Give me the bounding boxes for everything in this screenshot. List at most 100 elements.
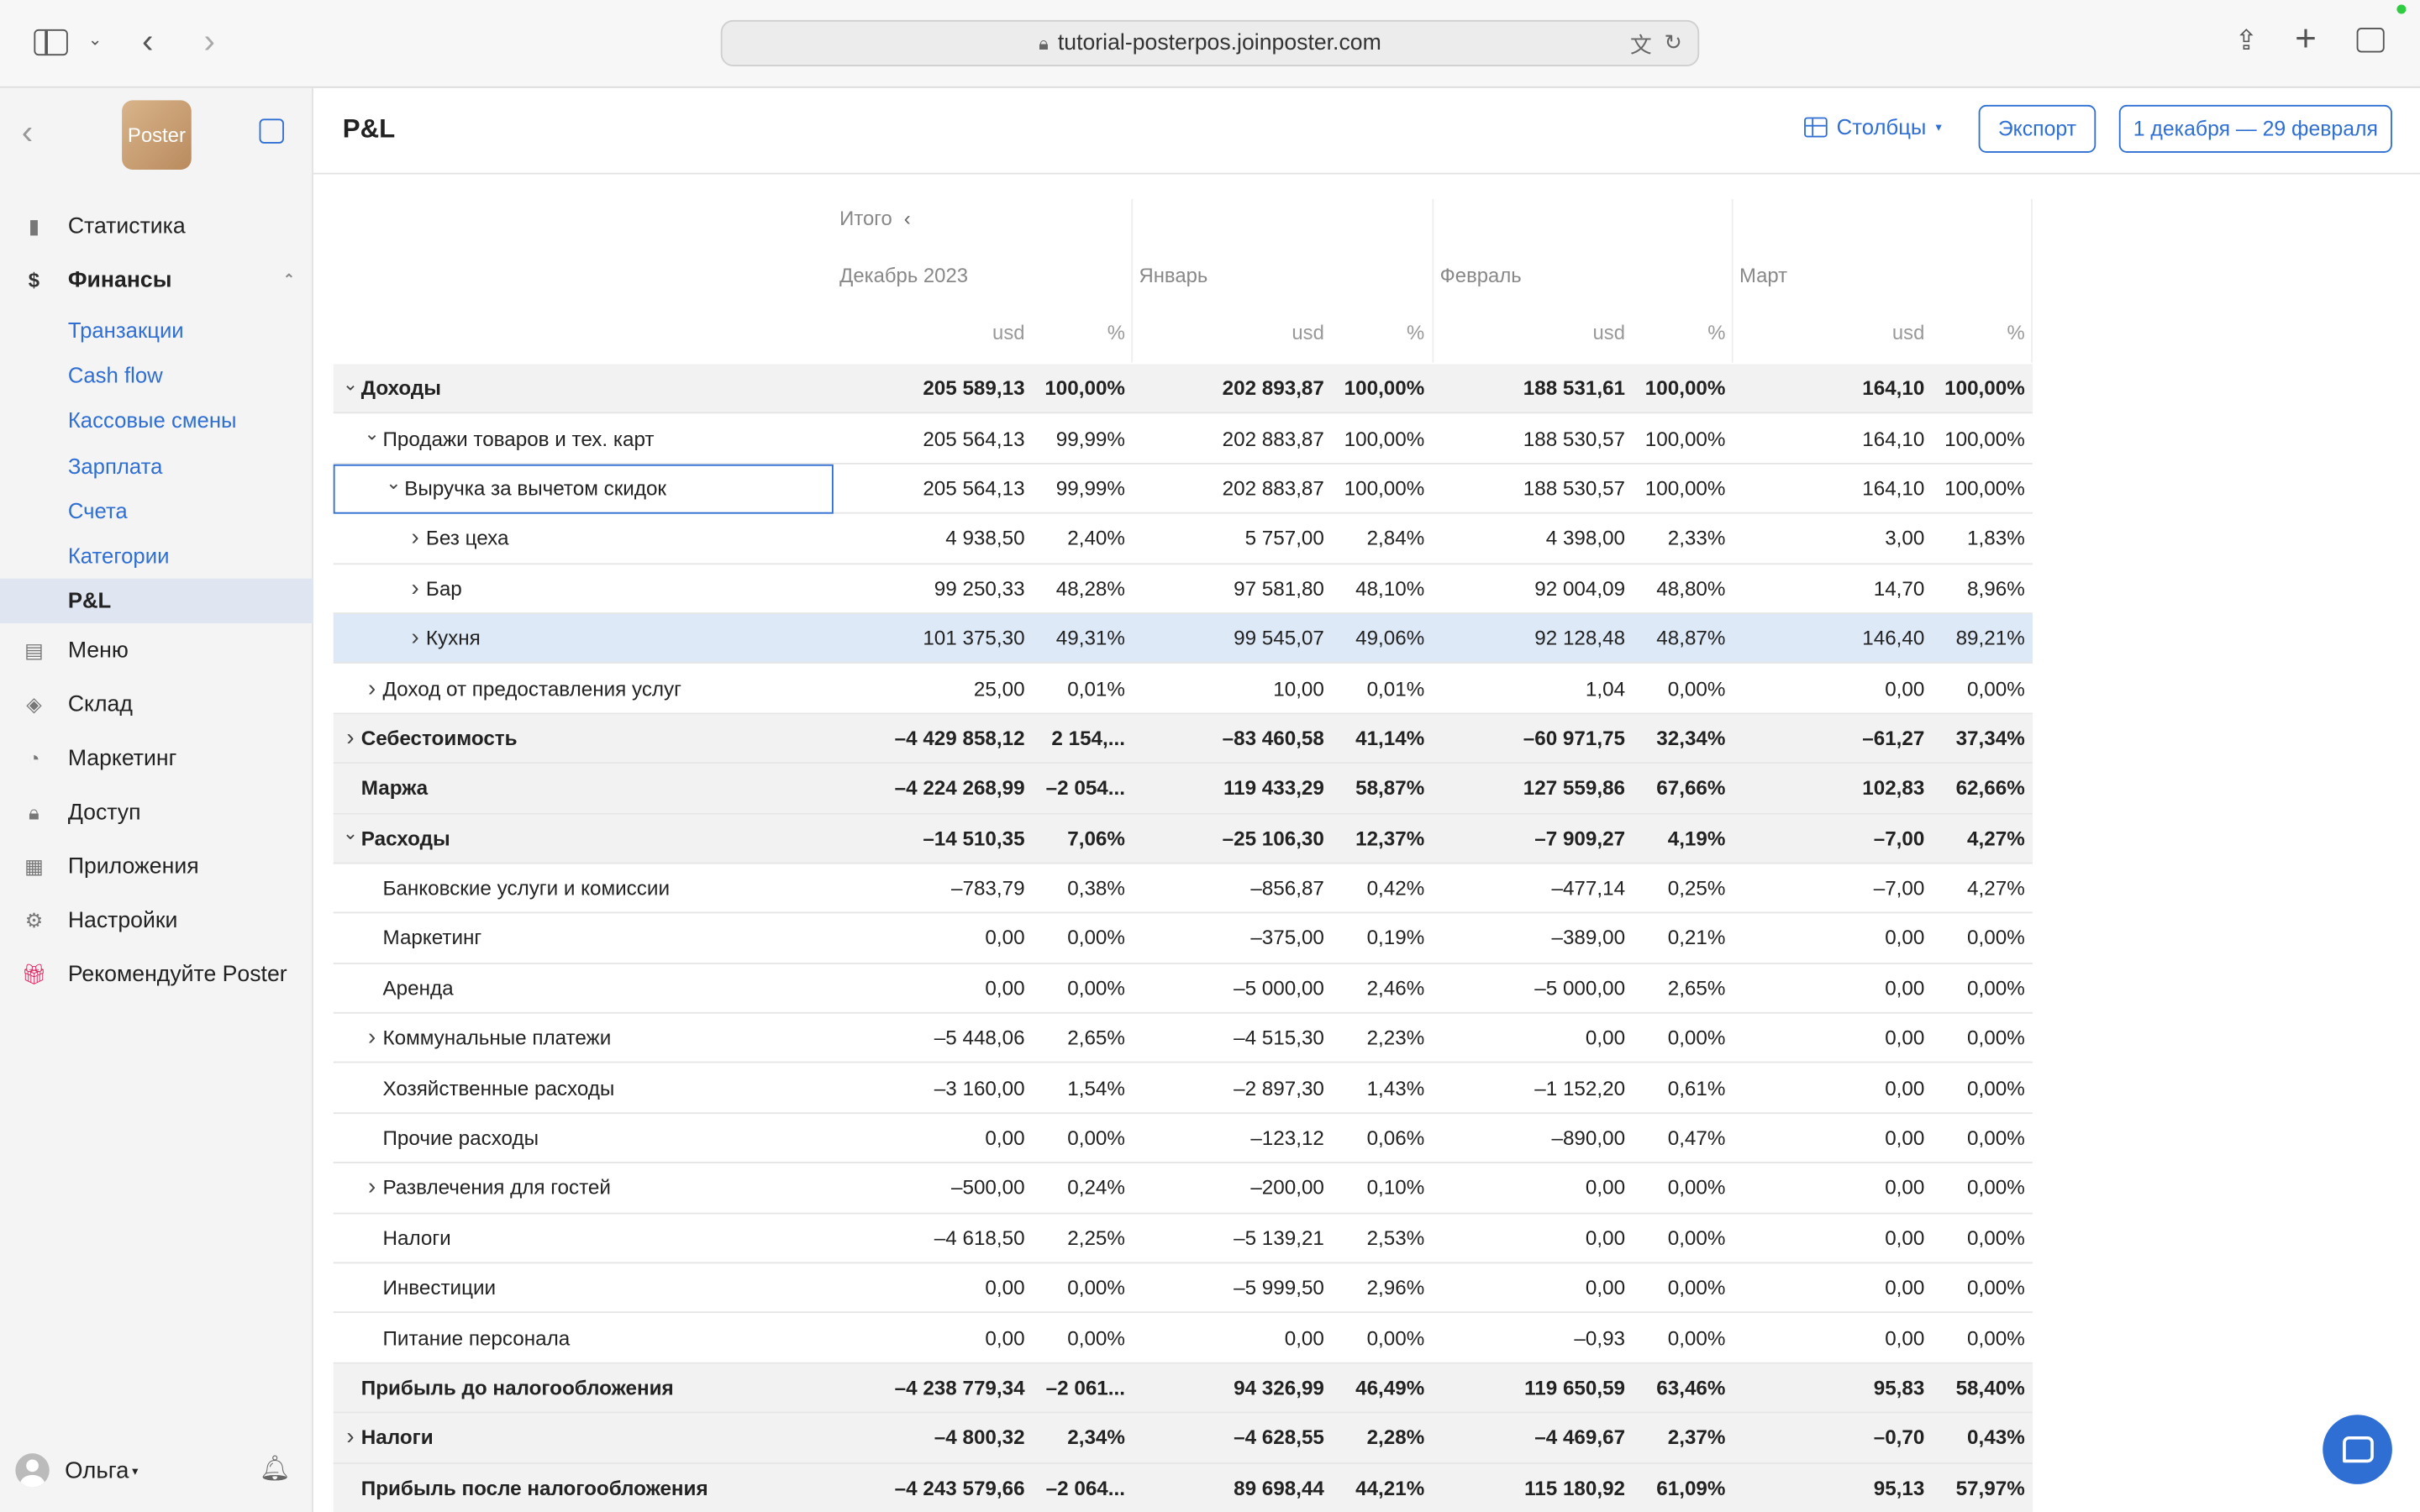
table-row[interactable]: ⌄ Выручка за вычетом скидок 205 564,13 99,9…: [333, 464, 2033, 514]
table-row[interactable]: Маржа –4 224 268,99 –2 054... 119 433,29 58,…: [333, 764, 2033, 814]
bell-icon[interactable]: 🔔︎: [259, 1456, 291, 1483]
sidebar-toggle-icon[interactable]: [34, 29, 68, 56]
row-label[interactable]: Инвестиции: [361, 1276, 497, 1299]
sidebar-item-settings[interactable]: ⚙ Настройки: [0, 894, 313, 948]
row-label[interactable]: Маржа: [339, 776, 428, 800]
sidebar-item-warehouse[interactable]: ◈ Склад: [0, 677, 313, 731]
table-row[interactable]: › Коммунальные платежи –5 448,06 2,65% –4 51…: [333, 1014, 2033, 1064]
user-menu[interactable]: Ольга ▾: [15, 1453, 139, 1488]
row-label[interactable]: › Развлечения для гостей: [361, 1175, 611, 1201]
pos-terminal-icon[interactable]: [259, 118, 284, 144]
table-row[interactable]: Прибыль после налогообложения –4 243 579,…: [333, 1463, 2033, 1512]
row-label[interactable]: › Налоги: [339, 1424, 433, 1452]
table-row[interactable]: Хозяйственные расходы –3 160,00 1,54% –2 89…: [333, 1063, 2033, 1114]
sidebar-item-marketing[interactable]: ◔ Маркетинг: [0, 732, 313, 785]
row-label[interactable]: Маркетинг: [361, 927, 482, 950]
row-label[interactable]: ⌄ Расходы: [339, 822, 450, 849]
cell-amount: 0,00: [1885, 676, 1925, 701]
table-row[interactable]: ⌄ Продажи товаров и тех. карт 205 564,13 99…: [333, 414, 2033, 465]
cell-amount: –5 448,06: [934, 1026, 1025, 1050]
translate-icon[interactable]: 文: [1630, 32, 1652, 57]
row-label[interactable]: Хозяйственные расходы: [361, 1076, 615, 1100]
row-label[interactable]: Питание персонала: [361, 1326, 571, 1350]
table-row[interactable]: Инвестиции 0,00 0,00% –5 999,50 2,96% 0,00 0,0…: [333, 1263, 2033, 1314]
sidebar-subitem-salary[interactable]: Зарплата: [67, 453, 163, 478]
chevron-down-icon[interactable]: ⌄: [342, 822, 359, 845]
chevron-left-icon: ‹: [903, 207, 911, 230]
row-label[interactable]: Налоги: [361, 1226, 451, 1250]
cell-percent: 57,97%: [1955, 1476, 2025, 1499]
chevron-right-icon[interactable]: ›: [368, 1025, 376, 1052]
export-button[interactable]: Экспорт: [1978, 104, 2096, 153]
chevron-right-icon[interactable]: ›: [411, 575, 419, 601]
row-label[interactable]: › Без цеха: [404, 525, 508, 551]
back-icon[interactable]: ‹: [141, 21, 154, 60]
sidebar-subitem-transactions[interactable]: Транзакции: [67, 317, 184, 343]
row-label[interactable]: Прочие расходы: [361, 1126, 539, 1150]
sidebar-item-menu[interactable]: ▤ Меню: [0, 623, 313, 677]
table-row[interactable]: › Доход от предоставления услуг 25,00 0,01%…: [333, 664, 2033, 714]
table-row[interactable]: ⌄ Расходы –14 510,35 7,06% –25 106,30 12,37% –…: [333, 813, 2033, 864]
table-row[interactable]: › Бар 99 250,33 48,28% 97 581,80 48,10% 92 004…: [333, 564, 2033, 614]
table-row[interactable]: › Себестоимость –4 429 858,12 2 154,... –83 …: [333, 713, 2033, 764]
table-row[interactable]: ⌄ Доходы 205 589,13 100,00% 202 893,87 100,00…: [333, 364, 2033, 414]
sidebar-item-finance[interactable]: $ Финансы ⌃: [0, 253, 313, 307]
sidebar-subitem-cashflow[interactable]: Cash flow: [67, 362, 163, 387]
row-label[interactable]: › Себестоимость: [339, 725, 517, 751]
row-label[interactable]: ⌄ Доходы: [339, 372, 441, 400]
chevron-right-icon[interactable]: ›: [346, 725, 355, 752]
chevron-down-icon[interactable]: ⌄: [87, 30, 103, 50]
app-logo[interactable]: Poster: [122, 100, 192, 171]
table-row[interactable]: › Кухня 101 375,30 49,31% 99 545,07 49,06% 92 …: [333, 613, 2033, 664]
table-row[interactable]: Аренда 0,00 0,00% –5 000,00 2,46% –5 000,00 2,…: [333, 963, 2033, 1014]
row-label[interactable]: Аренда: [361, 976, 454, 1000]
row-label[interactable]: Прибыль после налогообложения: [339, 1476, 708, 1499]
date-range-button[interactable]: 1 декабря — 29 февраля: [2118, 104, 2392, 153]
chevron-right-icon[interactable]: ›: [346, 1424, 355, 1452]
row-label[interactable]: Прибыль до налогообложения: [339, 1376, 674, 1399]
table-row[interactable]: Прибыль до налогообложения –4 238 779,34–…: [333, 1363, 2033, 1414]
reload-icon[interactable]: ↻: [1664, 29, 1683, 55]
sidebar-item-statistics[interactable]: ▮ Статистика: [0, 199, 313, 253]
forward-icon[interactable]: ›: [203, 21, 215, 60]
sidebar-subitem-shifts[interactable]: Кассовые смены: [67, 407, 237, 433]
chevron-right-icon[interactable]: ›: [368, 675, 376, 701]
sidebar-subitem-pnl[interactable]: P&L: [0, 578, 313, 624]
sidebar-item-access[interactable]: 🔒︎ Доступ: [0, 785, 313, 839]
table-row[interactable]: Банковские услуги и комиссии –783,79 0,38%…: [333, 864, 2033, 914]
new-tab-icon[interactable]: +: [2295, 18, 2317, 60]
table-row[interactable]: › Без цеха 4 938,50 2,40% 5 757,00 2,84% 4 398…: [333, 514, 2033, 564]
address-bar[interactable]: 🔒︎ tutorial-posterpos.joinposter.com 文 ↻: [720, 19, 1700, 66]
row-label[interactable]: ⌄ Продажи товаров и тех. карт: [361, 423, 654, 449]
table-row[interactable]: Налоги –4 618,50 2,25% –5 139,21 2,53% 0,00 0,…: [333, 1214, 2033, 1264]
chevron-down-icon[interactable]: ⌄: [364, 423, 380, 445]
table-row[interactable]: › Налоги –4 800,32 2,34% –4 628,55 2,28% –4 46…: [333, 1413, 2033, 1464]
row-label[interactable]: › Кухня: [404, 625, 480, 652]
sidebar-subitem-accounts[interactable]: Счета: [67, 497, 128, 523]
cell-percent: 2,65%: [1067, 1026, 1125, 1050]
sidebar-subitem-categories[interactable]: Категории: [67, 543, 170, 569]
columns-button[interactable]: Столбцы ▾: [1804, 114, 1942, 139]
cell-amount: 5 757,00: [1244, 526, 1324, 550]
share-icon[interactable]: ⇪: [2234, 24, 2259, 56]
table-row[interactable]: Питание персонала 0,00 0,00% 0,00 0,00% –0,93…: [333, 1314, 2033, 1364]
row-label[interactable]: › Коммунальные платежи: [361, 1025, 611, 1052]
chevron-down-icon[interactable]: ⌄: [386, 472, 402, 495]
chevron-right-icon[interactable]: ›: [411, 625, 419, 652]
collapse-sidebar-icon[interactable]: ‹: [21, 113, 34, 151]
chevron-down-icon[interactable]: ⌄: [342, 372, 359, 395]
row-label[interactable]: › Бар: [404, 575, 461, 601]
row-label[interactable]: › Доход от предоставления услуг: [361, 675, 681, 701]
table-row[interactable]: › Развлечения для гостей –500,00 0,24% –200,…: [333, 1163, 2033, 1214]
sidebar-item-recommend[interactable]: 🎁︎ Рекомендуйте Poster: [0, 948, 313, 1001]
tabs-overview-icon[interactable]: [2356, 28, 2385, 53]
chevron-right-icon[interactable]: ›: [411, 525, 419, 552]
table-row[interactable]: Прочие расходы 0,00 0,00% –123,12 0,06% –890,…: [333, 1114, 2033, 1164]
chevron-right-icon[interactable]: ›: [368, 1174, 376, 1201]
row-label[interactable]: ⌄ Выручка за вычетом скидок: [383, 472, 666, 500]
sidebar-item-apps[interactable]: ▦ Приложения: [0, 839, 313, 893]
total-column-header[interactable]: Итого ‹: [839, 207, 911, 230]
table-row[interactable]: Маркетинг 0,00 0,00% –375,00 0,19% –389,00 0,2…: [333, 914, 2033, 964]
row-label[interactable]: Банковские услуги и комиссии: [361, 876, 670, 900]
chat-button[interactable]: [2323, 1415, 2392, 1484]
